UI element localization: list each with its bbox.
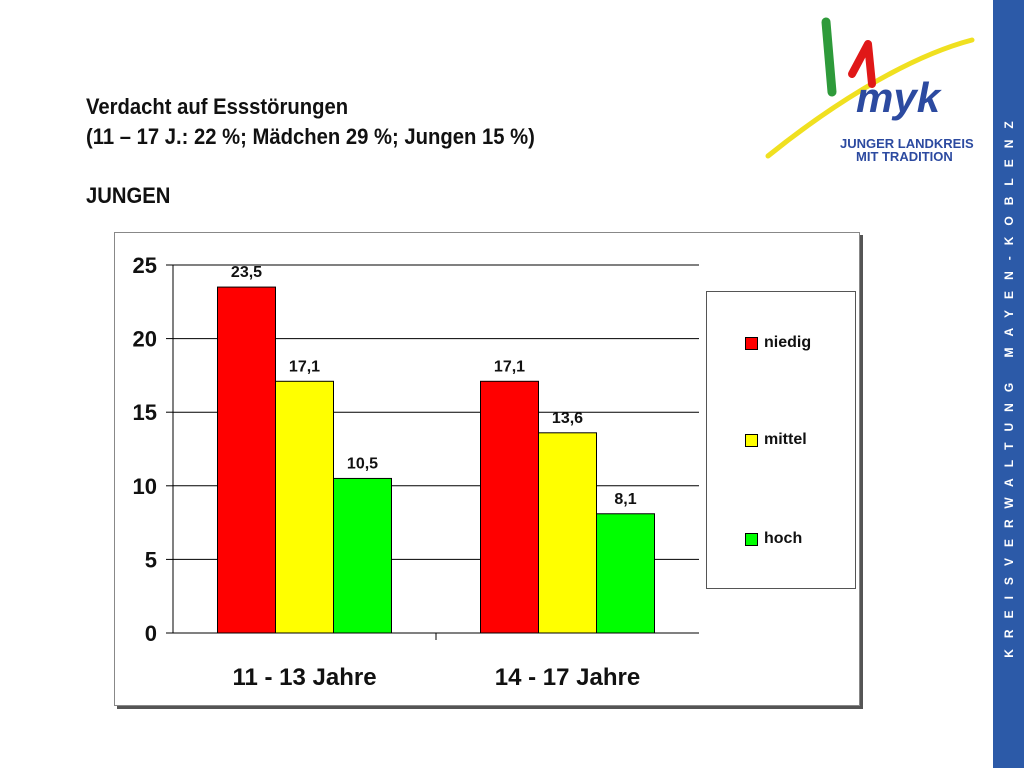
myk-logo: myk JUNGER LANDKREIS MIT TRADITION bbox=[765, 17, 975, 164]
bar-niedig-0 bbox=[217, 286, 276, 634]
data-label: 17,1 bbox=[494, 358, 525, 375]
data-label: 23,5 bbox=[231, 264, 262, 281]
slide-subtitle: (11 – 17 J.: 22 %; Mädchen 29 %; Jungen … bbox=[86, 124, 535, 149]
logo-green-stroke bbox=[821, 17, 837, 97]
x-category-label: 11 - 13 Jahre bbox=[232, 664, 376, 691]
bar-mittel-0 bbox=[275, 380, 334, 634]
logo-red-stroke bbox=[848, 40, 876, 88]
side-bar-text: KREISVERWALTUNG MAYEN-KOBLENZ bbox=[1001, 110, 1016, 658]
chart-frame: 0 5 10 15 20 25 23,5 17,1 10,5 11 - 13 Jahre 17,1 1… bbox=[114, 232, 860, 706]
legend-swatch bbox=[745, 336, 758, 350]
data-label: 10,5 bbox=[347, 455, 378, 472]
legend-swatch bbox=[745, 433, 758, 447]
group-label: JUNGEN bbox=[86, 183, 171, 208]
chart-legend: niedig mittel hoch bbox=[706, 291, 856, 589]
y-tick-label: 10 bbox=[133, 474, 157, 499]
data-label: 8,1 bbox=[614, 491, 636, 508]
y-tick-label: 0 bbox=[145, 621, 157, 646]
legend-item-mittel: mittel bbox=[745, 431, 807, 449]
legend-item-niedig: niedig bbox=[745, 334, 811, 352]
bar-chart: 0 5 10 15 20 25 23,5 17,1 10,5 11 - 13 Jahre 17,1 1… bbox=[133, 253, 699, 691]
y-tick-label: 20 bbox=[133, 327, 157, 352]
bar-mittel-1 bbox=[538, 432, 597, 634]
legend-swatch bbox=[745, 532, 758, 546]
data-label: 17,1 bbox=[289, 358, 320, 375]
side-bar: KREISVERWALTUNG MAYEN-KOBLENZ bbox=[993, 0, 1024, 768]
bar-hoch-1 bbox=[596, 513, 655, 634]
legend-label: mittel bbox=[764, 431, 807, 448]
logo-yellow-swoosh bbox=[765, 37, 975, 159]
x-category-label: 14 - 17 Jahre bbox=[495, 664, 640, 691]
y-tick-label: 5 bbox=[145, 547, 157, 572]
logo-text-line2: MIT TRADITION bbox=[856, 149, 953, 164]
bar-niedig-1 bbox=[480, 380, 539, 634]
y-tick-label: 25 bbox=[133, 253, 157, 278]
title-block: Verdacht auf Essstörungen (11 – 17 J.: 2… bbox=[86, 92, 535, 211]
logo-text-line1: JUNGER LANDKREIS bbox=[840, 136, 974, 151]
bar-hoch-0 bbox=[333, 477, 392, 634]
legend-item-hoch: hoch bbox=[745, 530, 802, 548]
data-label: 13,6 bbox=[552, 410, 583, 427]
y-tick-label: 15 bbox=[133, 400, 157, 425]
logo-mark-text: myk bbox=[856, 74, 943, 121]
slide-title: Verdacht auf Essstörungen bbox=[86, 94, 349, 119]
legend-label: niedig bbox=[764, 334, 812, 351]
legend-label: hoch bbox=[764, 530, 803, 547]
